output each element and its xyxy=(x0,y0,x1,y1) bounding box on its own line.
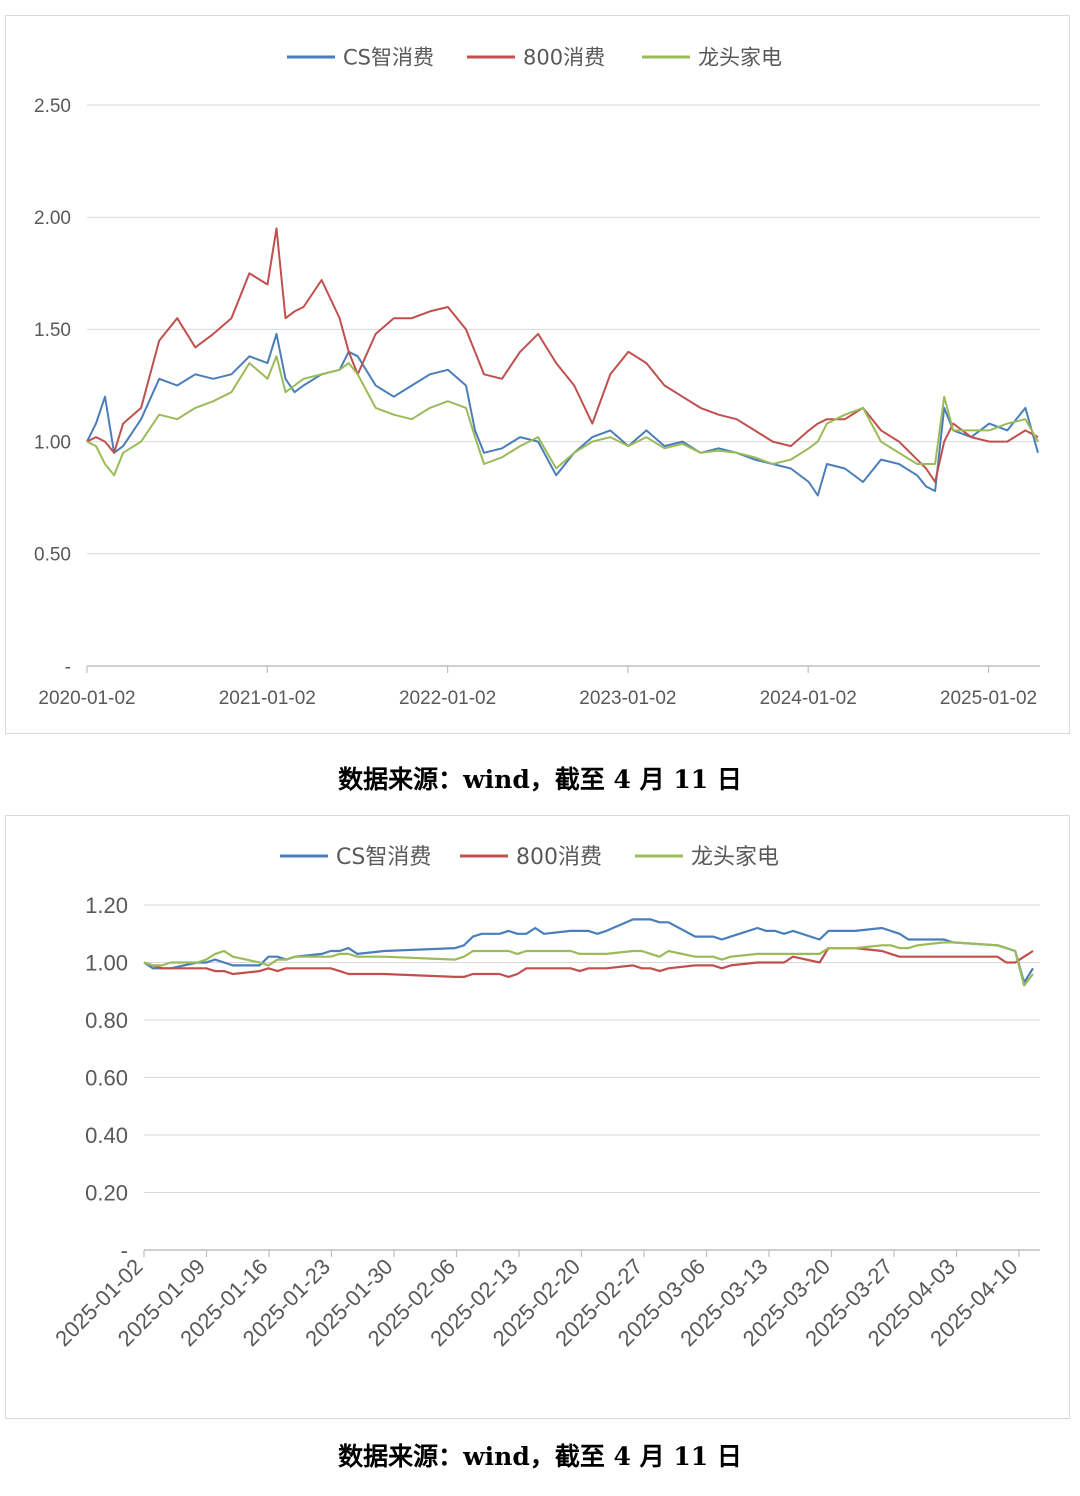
ytd-line-chart: -0.200.400.600.801.001.202025-01-022025-… xyxy=(50,845,1040,1351)
y-tick-label: 1.00 xyxy=(34,432,71,453)
x-tick-label: 2021-01-02 xyxy=(219,688,316,709)
x-tick-label: 2024-01-02 xyxy=(760,688,857,709)
series-line xyxy=(86,355,1039,477)
series-line xyxy=(86,227,1039,483)
y-tick-label: 0.80 xyxy=(85,1008,128,1033)
y-tick-label: 0.40 xyxy=(85,1123,128,1148)
x-tick-label: 2023-01-02 xyxy=(579,688,676,709)
y-tick-label: 1.20 xyxy=(85,893,128,918)
long-term-line-chart: - 0.50 1.00 1.50 2.00 2.50 2020-01-02 2021-01-0… xyxy=(34,46,1040,709)
legend-label: 800消费 xyxy=(516,845,602,870)
legend-label: 800消费 xyxy=(523,46,605,70)
y-tick-label: - xyxy=(121,1238,128,1263)
y-tick-label: 0.50 xyxy=(34,545,71,566)
series-line xyxy=(143,947,1034,978)
source-caption-bottom: 数据来源：wind，截至 4 月 11 日 xyxy=(338,1442,742,1471)
series-line xyxy=(143,918,1034,984)
x-tick-label: 2025-01-02 xyxy=(940,688,1037,709)
chart-panel-long-term: - 0.50 1.00 1.50 2.00 2.50 2020-01-02 2021-01-0… xyxy=(5,15,1070,734)
y-tick-label: 0.20 xyxy=(85,1180,128,1205)
y-tick-label: 2.50 xyxy=(34,96,71,117)
chart-panel-ytd: -0.20 0.40 0.60 0.80 1.00 1.20 2025-01-02 2025-… xyxy=(5,815,1070,1419)
y-tick-label: 1.00 xyxy=(85,950,128,975)
source-caption-top: 数据来源：wind，截至 4 月 11 日 xyxy=(338,765,742,794)
legend-label: CS智消费 xyxy=(343,46,434,70)
y-tick-label: - xyxy=(65,657,71,678)
x-tick-label: 2020-01-02 xyxy=(38,688,135,709)
y-tick-label: 2.00 xyxy=(34,208,71,229)
legend-label: 龙头家电 xyxy=(691,845,779,870)
y-tick-label: 1.50 xyxy=(34,320,71,341)
series-line xyxy=(143,941,1034,987)
legend-label: CS智消费 xyxy=(336,845,431,870)
y-tick-label: 0.60 xyxy=(85,1065,128,1090)
x-tick-label: 2022-01-02 xyxy=(399,688,496,709)
series-line xyxy=(86,332,1039,497)
legend-label: 龙头家电 xyxy=(698,46,782,70)
